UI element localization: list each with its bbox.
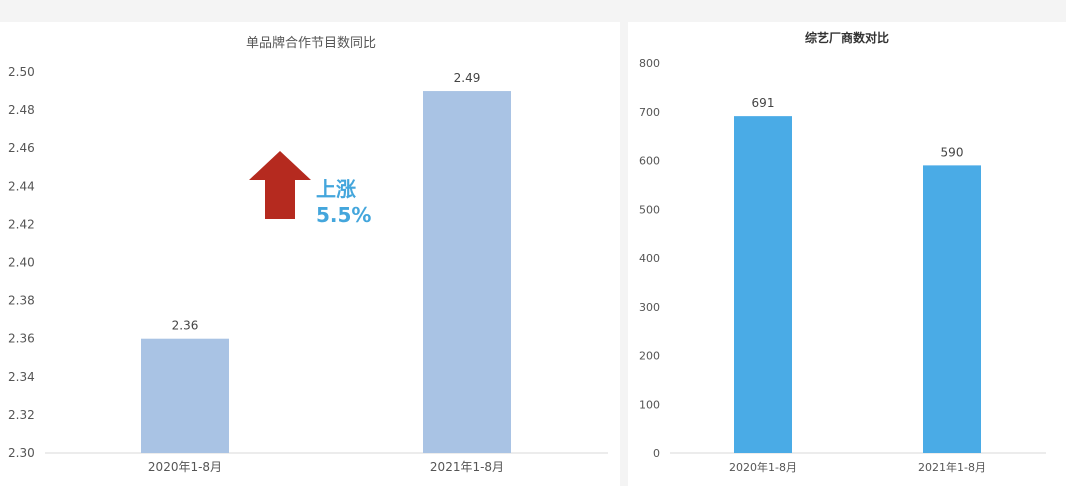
left-y-tick-label: 2.38 <box>8 294 35 308</box>
right-bar <box>734 116 792 453</box>
left-y-tick-label: 2.50 <box>8 65 35 79</box>
right-x-tick-label: 2021年1-8月 <box>918 460 986 474</box>
annotation-rise-percent: 5.5% <box>316 203 371 227</box>
left-y-tick-label: 2.44 <box>8 179 35 193</box>
left-chart-panel: 单品牌合作节目数同比 2.30 2.32 2.34 2.36 2.38 2.40 2.42 2… <box>0 22 620 486</box>
right-y-tick-label: 500 <box>639 203 660 216</box>
right-chart-panel: 综艺厂商数对比 0 100 200 300 400 500 600 700 800 2020年1… <box>628 22 1066 486</box>
up-arrow-icon <box>249 151 311 219</box>
annotation-rise-label: 上涨 <box>316 177 356 201</box>
left-y-tick-label: 2.42 <box>8 217 35 231</box>
left-y-tick-label: 2.46 <box>8 141 35 155</box>
left-chart-title: 单品牌合作节目数同比 <box>246 35 376 51</box>
right-y-tick-label: 0 <box>653 447 660 460</box>
left-y-tick-label: 2.36 <box>8 332 35 346</box>
left-bar <box>141 338 229 453</box>
right-bar-chart: 综艺厂商数对比 0 100 200 300 400 500 600 700 800 2020年1… <box>639 30 1046 474</box>
left-bar-chart: 单品牌合作节目数同比 2.30 2.32 2.34 2.36 2.38 2.40 2.42 2… <box>8 35 608 474</box>
right-x-tick-label: 2020年1-8月 <box>729 460 797 474</box>
left-x-tick-label: 2020年1-8月 <box>148 460 222 474</box>
right-chart-title: 综艺厂商数对比 <box>805 30 889 45</box>
right-data-label: 590 <box>941 145 964 159</box>
left-data-label: 2.49 <box>454 71 481 85</box>
right-y-tick-label: 100 <box>639 398 660 411</box>
left-data-label: 2.36 <box>172 319 199 333</box>
left-y-tick-label: 2.48 <box>8 103 35 117</box>
right-y-tick-label: 400 <box>639 252 660 265</box>
right-y-tick-label: 700 <box>639 106 660 119</box>
right-y-tick-label: 800 <box>639 57 660 70</box>
left-y-tick-label: 2.30 <box>8 446 35 460</box>
right-bar <box>923 165 981 453</box>
left-y-tick-label: 2.40 <box>8 256 35 270</box>
left-x-tick-label: 2021年1-8月 <box>430 460 504 474</box>
right-y-tick-label: 600 <box>639 155 660 168</box>
left-y-tick-label: 2.32 <box>8 408 35 422</box>
right-y-tick-label: 300 <box>639 301 660 314</box>
left-y-tick-label: 2.34 <box>8 370 35 384</box>
right-data-label: 691 <box>752 96 775 110</box>
right-y-tick-label: 200 <box>639 350 660 363</box>
left-bar <box>423 91 511 454</box>
